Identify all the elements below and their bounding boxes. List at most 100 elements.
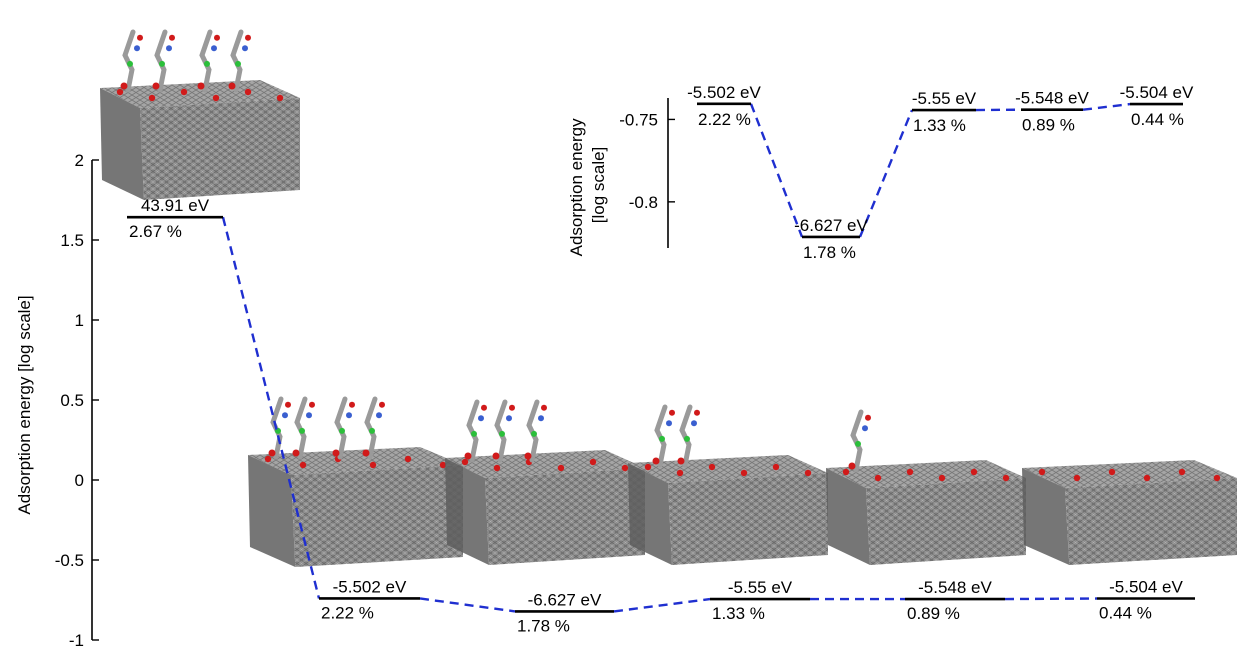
surface-oxygen — [906, 468, 914, 476]
surface-top — [1022, 460, 1237, 488]
main-connector-line — [1004, 597, 1098, 601]
chlorine-atom — [235, 60, 241, 67]
main-tick-label: -1 — [69, 631, 84, 650]
surface-front — [291, 465, 463, 567]
molecule-chain — [850, 409, 864, 473]
chlorine-atom — [159, 60, 165, 67]
surface-oxygen — [244, 88, 252, 96]
main-connector-lines — [221, 216, 1098, 613]
main-energy-label: -6.627 eV — [528, 590, 602, 609]
main-tick-label: 1.5 — [60, 231, 84, 250]
surface-side — [1022, 468, 1070, 565]
chlorine-atom — [499, 430, 505, 437]
main-y-axis: -1 -0.5 0 0.5 1 1.5 2 — [55, 151, 99, 650]
oxygen-atom — [169, 34, 175, 41]
nitrogen-atom — [478, 415, 484, 422]
oxygen-atom — [524, 452, 532, 460]
main-percent-label: 2.22 % — [321, 603, 374, 622]
nitrogen-atom — [242, 45, 248, 52]
main-connector-line — [419, 597, 516, 613]
molecule-chain — [154, 29, 168, 93]
surface-oxygen — [708, 463, 716, 471]
main-energy-label: -5.55 eV — [728, 578, 793, 597]
main-energy-label: -5.504 eV — [1109, 578, 1183, 597]
nitrogen-atom — [346, 412, 352, 419]
surface-front — [1065, 478, 1237, 565]
molecule-chain — [334, 396, 348, 460]
oxygen-atom — [332, 449, 340, 457]
surface-oxygen — [493, 464, 501, 472]
structure-6 — [1022, 460, 1237, 565]
inset-tick-label: -0.75 — [619, 110, 658, 129]
chlorine-atom — [339, 427, 345, 434]
chlorine-atom — [531, 430, 537, 437]
inset-connector-line — [858, 109, 914, 238]
oxygen-atom — [197, 82, 205, 90]
oxygen-atom — [214, 34, 220, 41]
oxygen-atom — [309, 401, 315, 408]
chlorine-atom — [204, 60, 210, 67]
oxygen-atom — [245, 34, 251, 41]
main-connector-line — [613, 597, 711, 613]
inset-connector-line — [1082, 102, 1131, 111]
inset-percent-label: 1.33 % — [913, 116, 966, 135]
inset-percent-label: 0.44 % — [1131, 110, 1184, 129]
surface-top — [826, 460, 1026, 488]
nitrogen-atom — [166, 45, 172, 52]
nitrogen-atom — [282, 412, 288, 419]
structure-2 — [248, 396, 463, 567]
surface-oxygen — [276, 94, 284, 102]
molecule-chain — [466, 399, 480, 463]
surface-oxygen — [740, 469, 748, 477]
main-energy-levels: 43.91 eV 2.67 % -5.502 eV 2.22 % -6.627 eV 1.… — [127, 196, 1195, 635]
surface-oxygen — [264, 455, 272, 463]
structure-images — [100, 29, 1237, 567]
surface-oxygen — [212, 94, 220, 102]
surface-oxygen — [557, 464, 565, 472]
nitrogen-atom — [376, 412, 382, 419]
surface-front — [140, 98, 300, 200]
main-tick-label: 0 — [75, 471, 84, 490]
oxygen-atom — [865, 414, 871, 421]
inset-y-axis: -0.8 -0.75 — [619, 98, 675, 248]
inset-energy-label: -5.55 eV — [912, 89, 977, 108]
oxygen-atom — [362, 449, 370, 457]
inset-energy-label: -5.548 eV — [1015, 89, 1089, 108]
surface-oxygen — [970, 468, 978, 476]
oxygen-atom — [492, 452, 500, 460]
surface-oxygen — [621, 464, 629, 472]
oxygen-atom — [509, 404, 515, 411]
surface-oxygen — [874, 474, 882, 482]
molecule-chain — [679, 404, 693, 468]
molecule-chain — [654, 404, 668, 468]
surface-side — [826, 468, 870, 565]
nitrogen-atom — [506, 415, 512, 422]
oxygen-atom — [652, 457, 660, 465]
inset-y-axis-label-line-2: [log scale] — [589, 147, 608, 224]
surface-oxygen — [1143, 474, 1151, 482]
nitrogen-atom — [211, 45, 217, 52]
molecule-chain — [364, 396, 378, 460]
oxygen-atom — [669, 409, 675, 416]
main-y-axis-label: Adsorption energy [log scale] — [15, 295, 34, 514]
main-percent-label: 0.89 % — [907, 604, 960, 623]
surface-oxygen — [116, 88, 124, 96]
chlorine-atom — [127, 60, 133, 67]
surface-oxygen — [842, 468, 850, 476]
surface-front — [668, 473, 828, 565]
surface-oxygen — [1073, 474, 1081, 482]
surface-oxygen — [439, 461, 447, 469]
main-connector-line — [221, 216, 321, 599]
main-tick-label: 1 — [75, 311, 84, 330]
oxygen-atom — [677, 457, 685, 465]
inset-energy-label: -6.627 eV — [794, 216, 868, 235]
surface-oxygen — [938, 474, 946, 482]
surface-oxygen — [1108, 468, 1116, 476]
surface-side — [628, 463, 672, 565]
nitrogen-atom — [862, 425, 868, 432]
chlorine-atom — [855, 440, 861, 447]
oxygen-atom — [268, 449, 276, 457]
main-percent-label: 2.67 % — [129, 222, 182, 241]
chlorine-atom — [299, 427, 305, 434]
